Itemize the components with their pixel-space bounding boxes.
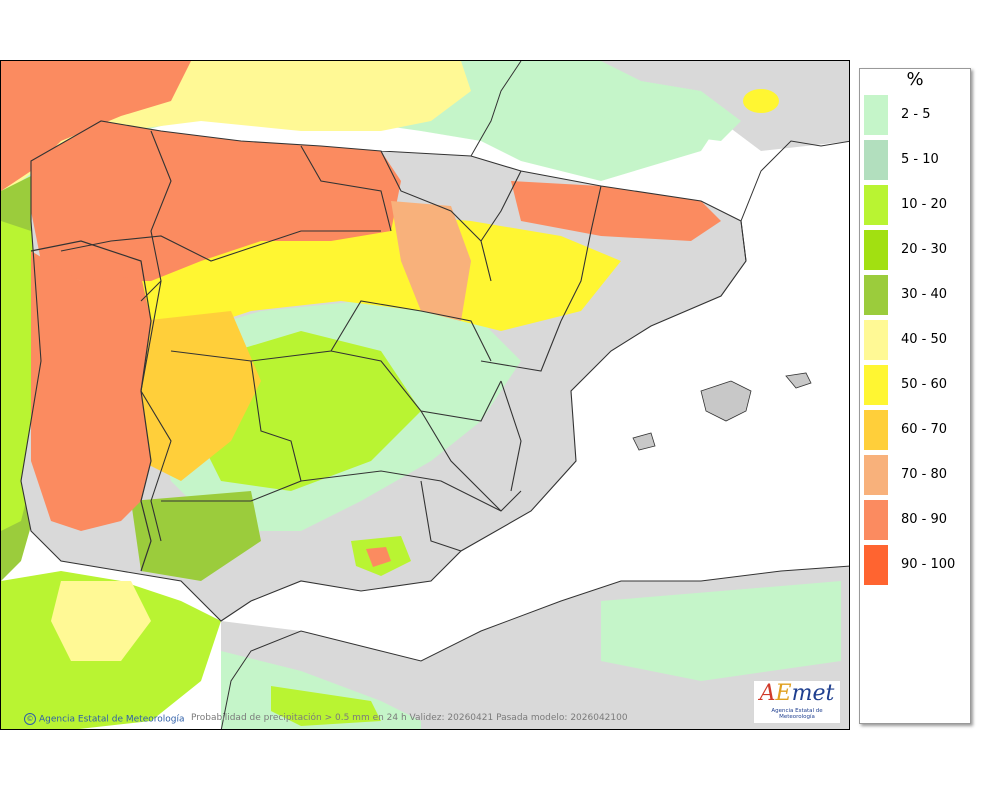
legend-swatch [864, 500, 888, 540]
field-iberian-system [391, 201, 471, 321]
island-ibiza [632, 432, 656, 451]
legend-label: 50 - 60 [901, 377, 948, 392]
credit-text: Agencia Estatal de Meteorología [39, 714, 185, 725]
field-north-coast [31, 121, 401, 281]
legend-label: 20 - 30 [901, 242, 948, 257]
copyright-icon: © [24, 713, 36, 725]
border-portugal [30, 240, 152, 572]
legend-swatch [864, 185, 888, 225]
legend-title: % [906, 69, 924, 90]
island-menorca [785, 372, 812, 389]
legend-item: 20 - 30 [864, 230, 968, 270]
coastline-france-west [470, 61, 522, 157]
legend-swatch [864, 140, 888, 180]
legend-label: 30 - 40 [901, 287, 948, 302]
map-svg [1, 61, 849, 729]
legend-label: 40 - 50 [901, 332, 948, 347]
coastline-africa [220, 565, 849, 729]
legend-item: 5 - 10 [864, 140, 968, 180]
legend-item: 80 - 90 [864, 500, 968, 540]
legend-label: 70 - 80 [901, 467, 948, 482]
aemet-logo-mark: AEmet [759, 681, 835, 706]
aemet-logo-subtitle: Agencia Estatal de Meteorología [771, 708, 823, 720]
field-yellow-band [141, 211, 621, 341]
coastline-france-south [740, 140, 849, 262]
field-cadiz [51, 581, 151, 661]
aemet-logo: AEmet Agencia Estatal de Meteorología [753, 680, 841, 724]
legend-swatch [864, 410, 888, 450]
legend-label: 5 - 10 [901, 152, 939, 167]
legend-label: 10 - 20 [901, 197, 948, 212]
legend-item: 70 - 80 [864, 455, 968, 495]
field-portugal [31, 251, 151, 531]
legend-swatch [864, 365, 888, 405]
legend-swatch [864, 455, 888, 495]
field-algeria [601, 581, 841, 681]
legend-item: 90 - 100 [864, 545, 968, 585]
legend-item: 60 - 70 [864, 410, 968, 450]
legend-item: 40 - 50 [864, 320, 968, 360]
precipitation-probability-map [0, 60, 850, 730]
legend-swatch [864, 275, 888, 315]
legend-item: 30 - 40 [864, 275, 968, 315]
field-france [521, 61, 741, 141]
legend-label: 90 - 100 [901, 557, 956, 572]
legend-item: 50 - 60 [864, 365, 968, 405]
field-south-green [131, 491, 261, 581]
map-caption: Probabilidad de precipitación > 0.5 mm e… [191, 713, 628, 723]
legend-label: 60 - 70 [901, 422, 948, 437]
legend-swatch [864, 545, 888, 585]
island-mallorca [700, 380, 752, 422]
legend: % 2 - 5 5 - 10 10 - 20 20 - 30 30 - 40 40 - 5… [859, 68, 971, 724]
coastline-iberia [20, 120, 747, 622]
field-sierra-nevada-core [366, 547, 391, 567]
field-france-spot [743, 89, 779, 113]
legend-label: 2 - 5 [901, 107, 931, 122]
legend-swatch [864, 95, 888, 135]
legend-item: 10 - 20 [864, 185, 968, 225]
legend-swatch [864, 230, 888, 270]
legend-item: 2 - 5 [864, 95, 968, 135]
field-west-central [141, 311, 261, 481]
legend-swatch [864, 320, 888, 360]
credit-line: © Agencia Estatal de Meteorología [24, 713, 185, 725]
legend-label: 80 - 90 [901, 512, 948, 527]
regional-borders [60, 130, 602, 552]
field-pyrenees [511, 181, 721, 241]
field-morocco-b [271, 686, 381, 726]
